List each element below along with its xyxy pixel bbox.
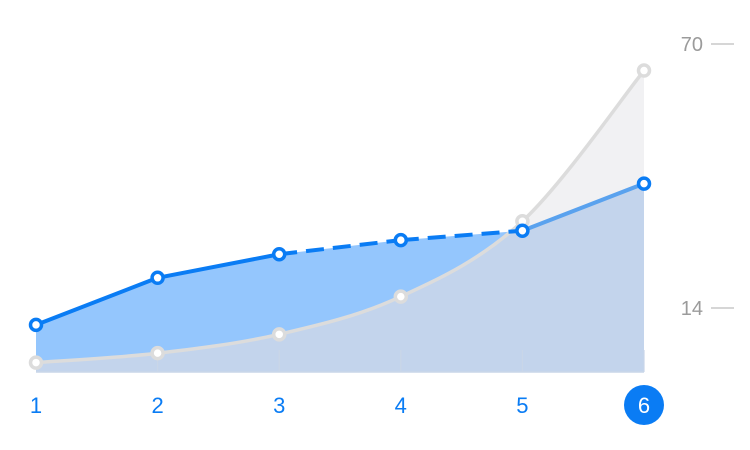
overlap-area <box>36 183 644 372</box>
blue-series-segment <box>34 275 160 327</box>
x-axis-tick-labels: 1 2 3 4 5 6 <box>30 385 664 425</box>
blue-series-segment <box>278 238 402 257</box>
blue-series-segment <box>520 181 646 233</box>
blue-data-point <box>28 317 44 333</box>
blue-data-point <box>636 176 652 191</box>
overlap-group <box>36 183 644 372</box>
y-axis-ticks: 70 14 <box>681 34 734 320</box>
grey-data-point <box>393 289 409 304</box>
blue-data-point <box>515 223 530 238</box>
grey-data-point <box>636 63 652 78</box>
grey-series-line <box>34 68 646 365</box>
x-tick-label[interactable]: 1 <box>30 393 42 418</box>
area-fills <box>36 70 644 372</box>
x-tick-label[interactable]: 4 <box>395 393 407 418</box>
blue-data-point <box>150 270 165 286</box>
y-tick-label: 14 <box>681 298 703 320</box>
data-points <box>28 63 652 370</box>
blue-series-segment <box>400 228 523 243</box>
blue-data-point <box>393 232 409 248</box>
x-tick-label[interactable]: 5 <box>516 393 528 418</box>
blue-series-segment <box>155 252 282 280</box>
x-tick-label[interactable]: 6 <box>638 393 650 418</box>
grey-data-point <box>150 345 165 361</box>
blue-data-point <box>271 247 287 262</box>
grey-data-point <box>271 327 287 342</box>
series-lines <box>34 68 646 365</box>
x-tick-label[interactable]: 3 <box>273 393 285 418</box>
grey-data-point <box>28 355 44 370</box>
y-tick-label: 70 <box>681 34 703 56</box>
x-axis <box>36 350 645 373</box>
x-tick-label[interactable]: 2 <box>151 393 163 418</box>
selected-x-badge <box>624 385 664 425</box>
